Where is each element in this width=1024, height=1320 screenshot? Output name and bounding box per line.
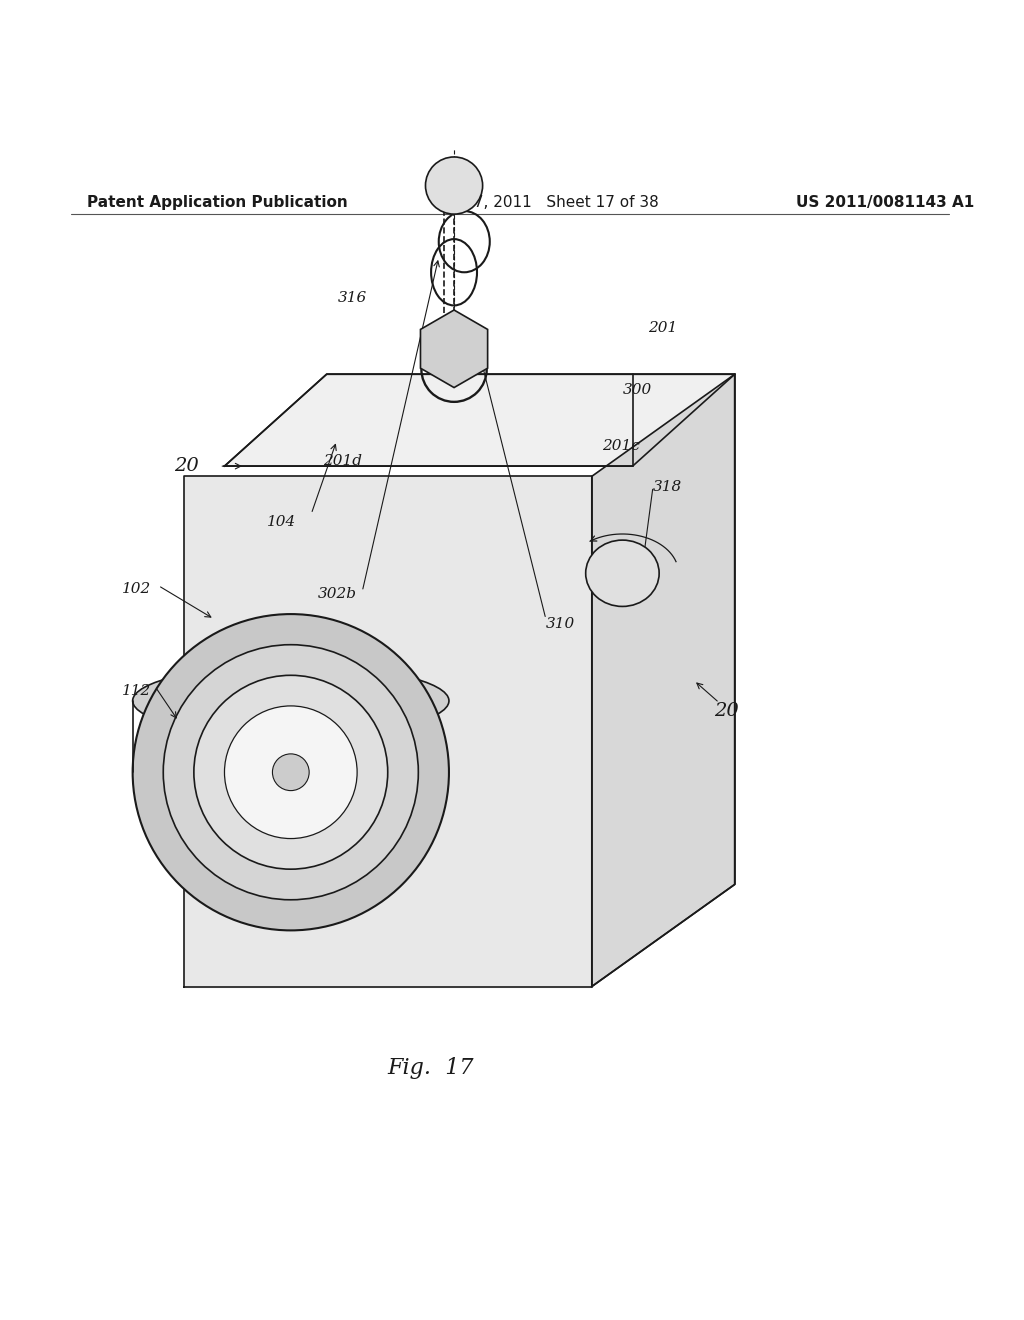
Text: 102: 102: [122, 582, 151, 595]
Text: 201d: 201d: [324, 454, 362, 469]
Circle shape: [224, 706, 357, 838]
Polygon shape: [224, 375, 734, 466]
Ellipse shape: [586, 540, 659, 606]
Polygon shape: [592, 375, 734, 986]
Text: 316: 316: [338, 290, 368, 305]
Text: 112: 112: [122, 684, 151, 697]
Text: Apr. 7, 2011   Sheet 17 of 38: Apr. 7, 2011 Sheet 17 of 38: [438, 195, 658, 210]
Text: Patent Application Publication: Patent Application Publication: [87, 195, 347, 210]
Polygon shape: [398, 88, 510, 140]
Ellipse shape: [403, 45, 505, 91]
Text: 201: 201: [648, 321, 677, 335]
Text: 302b: 302b: [318, 586, 357, 601]
Text: 104: 104: [266, 515, 296, 529]
Text: 20: 20: [174, 457, 199, 475]
Circle shape: [163, 644, 419, 900]
Circle shape: [272, 754, 309, 791]
Text: 318: 318: [653, 479, 682, 494]
Text: US 2011/0081143 A1: US 2011/0081143 A1: [796, 195, 974, 210]
Text: 300: 300: [623, 383, 651, 396]
Text: 310: 310: [546, 618, 575, 631]
Polygon shape: [183, 477, 592, 986]
Text: Fig.  17: Fig. 17: [388, 1057, 474, 1080]
Ellipse shape: [133, 665, 449, 737]
Text: 201c: 201c: [602, 438, 640, 453]
Polygon shape: [373, 0, 428, 129]
Circle shape: [194, 676, 388, 869]
Text: 20: 20: [714, 702, 739, 719]
Circle shape: [426, 157, 482, 214]
Polygon shape: [479, 0, 541, 129]
Circle shape: [133, 614, 449, 931]
